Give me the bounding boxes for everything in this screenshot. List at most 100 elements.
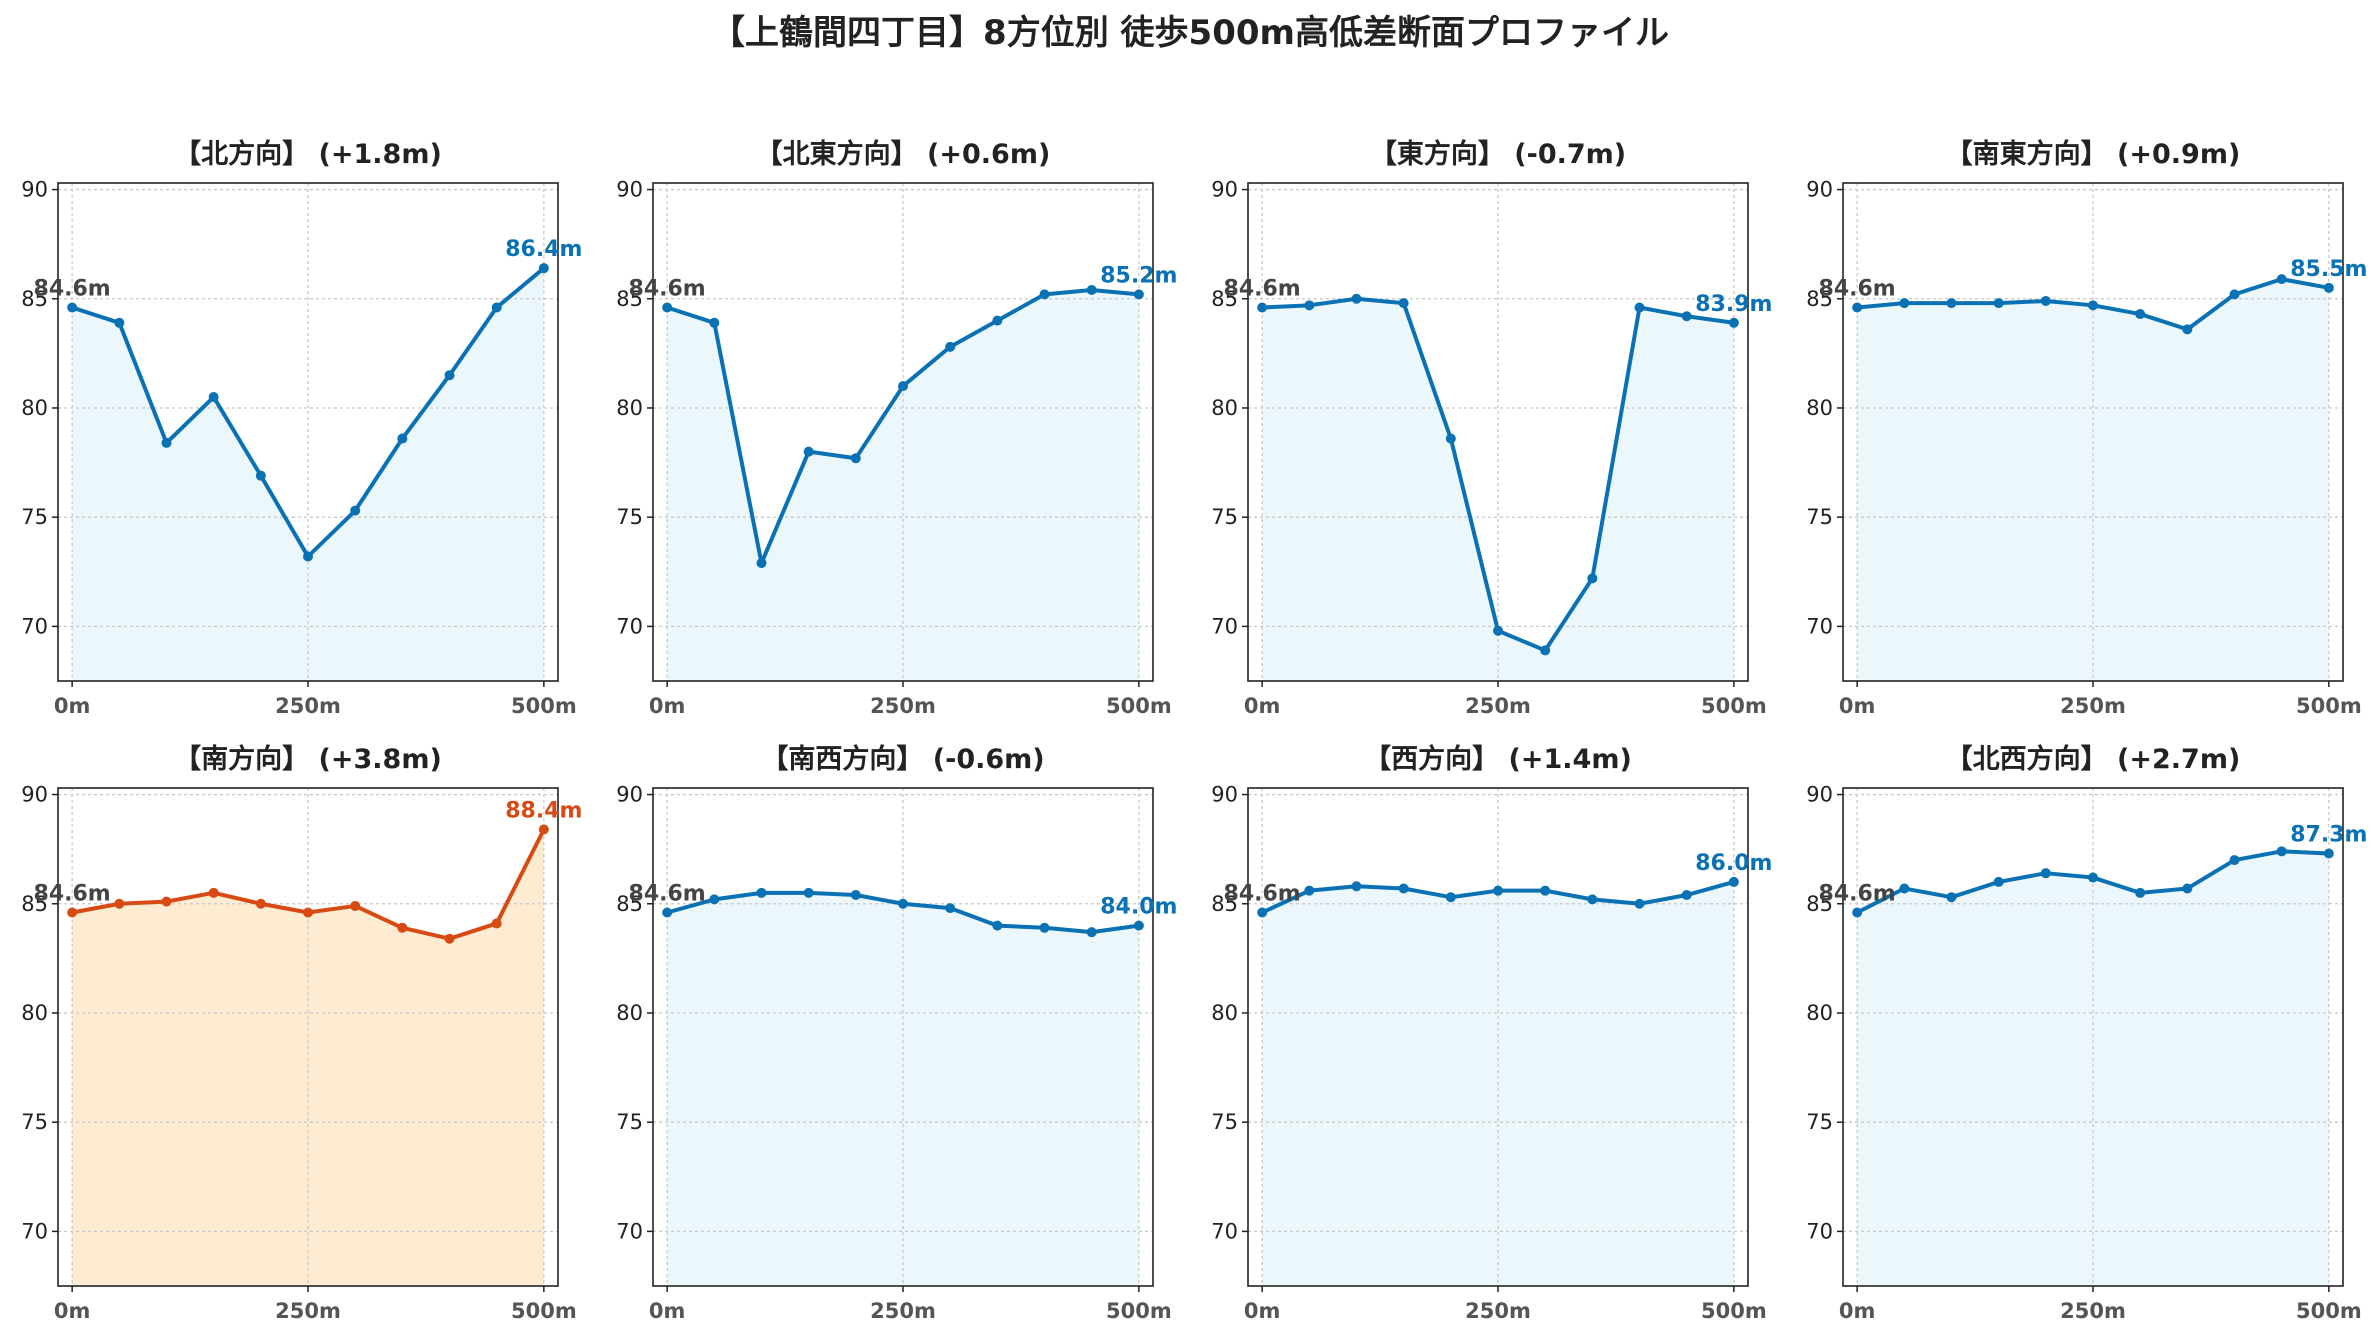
end-elevation-label: 86.0m: [1695, 851, 1772, 876]
elevation-point: [898, 898, 908, 909]
y-tick-label: 90: [1806, 178, 1833, 202]
x-tick-label: 500m: [1106, 694, 1172, 718]
elevation-point: [2088, 300, 2098, 311]
figure-title: 【上鶴間四丁目】8方位別 徒歩500m高低差断面プロファイル: [711, 13, 1669, 53]
y-tick-label: 90: [616, 783, 643, 807]
elevation-fill: [1857, 851, 2329, 1286]
x-tick-label: 0m: [1244, 694, 1281, 718]
panels: 【北方向】 (+1.8m) 70 75 80 85 90 0m 250m 500m 84.6m 86…: [21, 138, 2367, 1323]
elevation-point: [1728, 317, 1739, 328]
x-tick-label: 500m: [2296, 1299, 2362, 1323]
y-tick-label: 90: [616, 178, 643, 202]
elevation-point: [1257, 907, 1268, 918]
y-tick-label: 85: [21, 287, 48, 311]
elevation-point: [397, 433, 408, 444]
elevation-point: [1852, 907, 1863, 918]
elevation-point: [2276, 846, 2287, 857]
elevation-point: [945, 341, 956, 352]
elevation-point: [208, 392, 219, 403]
elevation-point: [114, 898, 125, 909]
elevation-point: [397, 922, 408, 933]
y-tick-label: 75: [1806, 1110, 1833, 1134]
y-tick-label: 75: [616, 1110, 643, 1134]
elevation-point: [1351, 293, 1362, 304]
start-elevation-label: 84.6m: [1224, 277, 1301, 302]
y-tick-label: 75: [21, 505, 48, 529]
elevation-point: [1351, 881, 1362, 892]
elevation-point: [1133, 289, 1144, 300]
elevation-point: [709, 317, 720, 328]
y-tick-label: 75: [616, 505, 643, 529]
panel-title: 【南西方向】 (-0.6m): [761, 743, 1044, 775]
elevation-point: [803, 887, 814, 898]
elevation-point: [1946, 298, 1957, 309]
elevation-fill: [1857, 279, 2329, 681]
elevation-point: [1445, 433, 1456, 444]
end-elevation-label: 85.5m: [2290, 257, 2367, 282]
elevation-point: [662, 302, 673, 313]
x-tick-label: 0m: [54, 694, 91, 718]
elevation-point: [2182, 883, 2193, 894]
elevation-point: [1852, 302, 1863, 313]
y-tick-label: 90: [21, 178, 48, 202]
elevation-point: [1133, 920, 1144, 931]
elevation-point: [1540, 885, 1551, 896]
y-tick-label: 70: [1211, 614, 1238, 638]
y-tick-label: 85: [616, 287, 643, 311]
elevation-point: [945, 903, 956, 914]
elevation-point: [1039, 922, 1050, 933]
panel-title: 【南方向】 (+3.8m): [174, 743, 442, 775]
end-elevation-label: 87.3m: [2290, 823, 2367, 848]
elevation-point: [350, 900, 361, 911]
x-tick-label: 0m: [1244, 1299, 1281, 1323]
elevation-point: [1086, 927, 1097, 938]
elevation-fill: [72, 829, 544, 1286]
end-elevation-label: 84.0m: [1100, 895, 1177, 920]
profile-panel: 【北西方向】 (+2.7m) 70 75 80 85 90 0m 250m 500m 84.6m 8…: [1806, 743, 2367, 1323]
elevation-point: [350, 505, 361, 516]
elevation-point: [208, 887, 219, 898]
y-tick-label: 85: [21, 892, 48, 916]
elevation-point: [1540, 645, 1551, 656]
y-tick-label: 90: [1806, 783, 1833, 807]
y-tick-label: 75: [21, 1110, 48, 1134]
x-tick-label: 500m: [1701, 1299, 1767, 1323]
elevation-point: [1728, 876, 1739, 887]
y-tick-label: 80: [1806, 1001, 1833, 1025]
x-tick-label: 250m: [1465, 694, 1531, 718]
y-tick-label: 70: [1211, 1219, 1238, 1243]
y-tick-label: 80: [21, 1001, 48, 1025]
elevation-point: [1993, 298, 2004, 309]
elevation-point: [2135, 309, 2146, 320]
end-elevation-label: 85.2m: [1100, 263, 1177, 288]
elevation-point: [114, 317, 125, 328]
start-elevation-label: 84.6m: [629, 882, 706, 907]
y-tick-label: 75: [1806, 505, 1833, 529]
y-tick-label: 90: [1211, 783, 1238, 807]
elevation-point: [1587, 573, 1598, 584]
elevation-point: [1587, 894, 1598, 905]
elevation-point: [2229, 289, 2240, 300]
y-tick-label: 85: [616, 892, 643, 916]
x-tick-label: 500m: [511, 1299, 577, 1323]
x-tick-label: 0m: [54, 1299, 91, 1323]
x-tick-label: 250m: [870, 694, 936, 718]
x-tick-label: 250m: [2060, 694, 2126, 718]
elevation-point: [803, 446, 814, 457]
profile-panel: 【北東方向】 (+0.6m) 70 75 80 85 90 0m 250m 500m 84.6m 8…: [616, 138, 1177, 718]
y-tick-label: 80: [616, 1001, 643, 1025]
elevation-point: [1946, 892, 1957, 903]
elevation-point: [444, 933, 455, 944]
y-tick-label: 85: [1806, 287, 1833, 311]
elevation-point: [1445, 892, 1456, 903]
start-elevation-label: 84.6m: [1819, 277, 1896, 302]
y-tick-label: 70: [21, 1219, 48, 1243]
y-tick-label: 80: [1211, 1001, 1238, 1025]
elevation-point: [1681, 311, 1692, 322]
elevation-point: [2229, 855, 2240, 866]
elevation-point: [992, 315, 1003, 326]
profile-panel: 【東方向】 (-0.7m) 70 75 80 85 90 0m 250m 500m 84.6m 83…: [1211, 138, 1772, 718]
x-tick-label: 250m: [870, 1299, 936, 1323]
panel-title: 【西方向】 (+1.4m): [1364, 743, 1632, 775]
